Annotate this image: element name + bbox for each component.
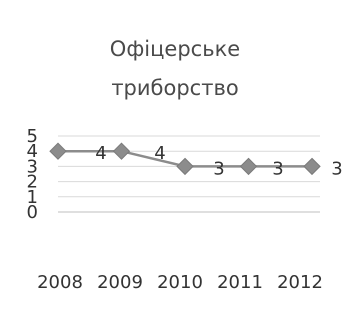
y-tick-label-1: 1 xyxy=(27,187,38,208)
data-label-2011: 3 xyxy=(272,158,283,179)
series-line xyxy=(49,142,321,176)
chart-title-line-2: триборство xyxy=(111,76,238,100)
data-point-2011 xyxy=(239,157,258,176)
y-tick-label-2: 2 xyxy=(27,172,38,193)
data-label-2010: 3 xyxy=(213,158,224,179)
data-point-2012 xyxy=(303,157,321,176)
data-label-2012: 3 xyxy=(331,158,342,179)
data-label-2008: 4 xyxy=(95,143,106,164)
y-tick-label-5: 5 xyxy=(27,126,38,147)
data-point-2010 xyxy=(176,157,194,176)
y-tick-label-3: 3 xyxy=(27,156,38,177)
x-tick-label-2011: 2011 xyxy=(217,272,263,293)
x-tick-label-2012: 2012 xyxy=(277,272,323,293)
x-tick-label-2009: 2009 xyxy=(97,272,143,293)
data-labels: 4 4 3 3 3 xyxy=(95,143,342,179)
y-tick-label-4: 4 xyxy=(27,141,38,162)
x-tick-label-2008: 2008 xyxy=(37,272,83,293)
x-tick-label-2010: 2010 xyxy=(157,272,203,293)
data-label-2009: 4 xyxy=(154,143,165,164)
y-tick-label-0: 0 xyxy=(27,202,38,223)
data-point-2008 xyxy=(49,142,67,160)
data-point-2009 xyxy=(112,142,131,160)
chart-title-line-1: Офіцерське xyxy=(110,37,240,61)
